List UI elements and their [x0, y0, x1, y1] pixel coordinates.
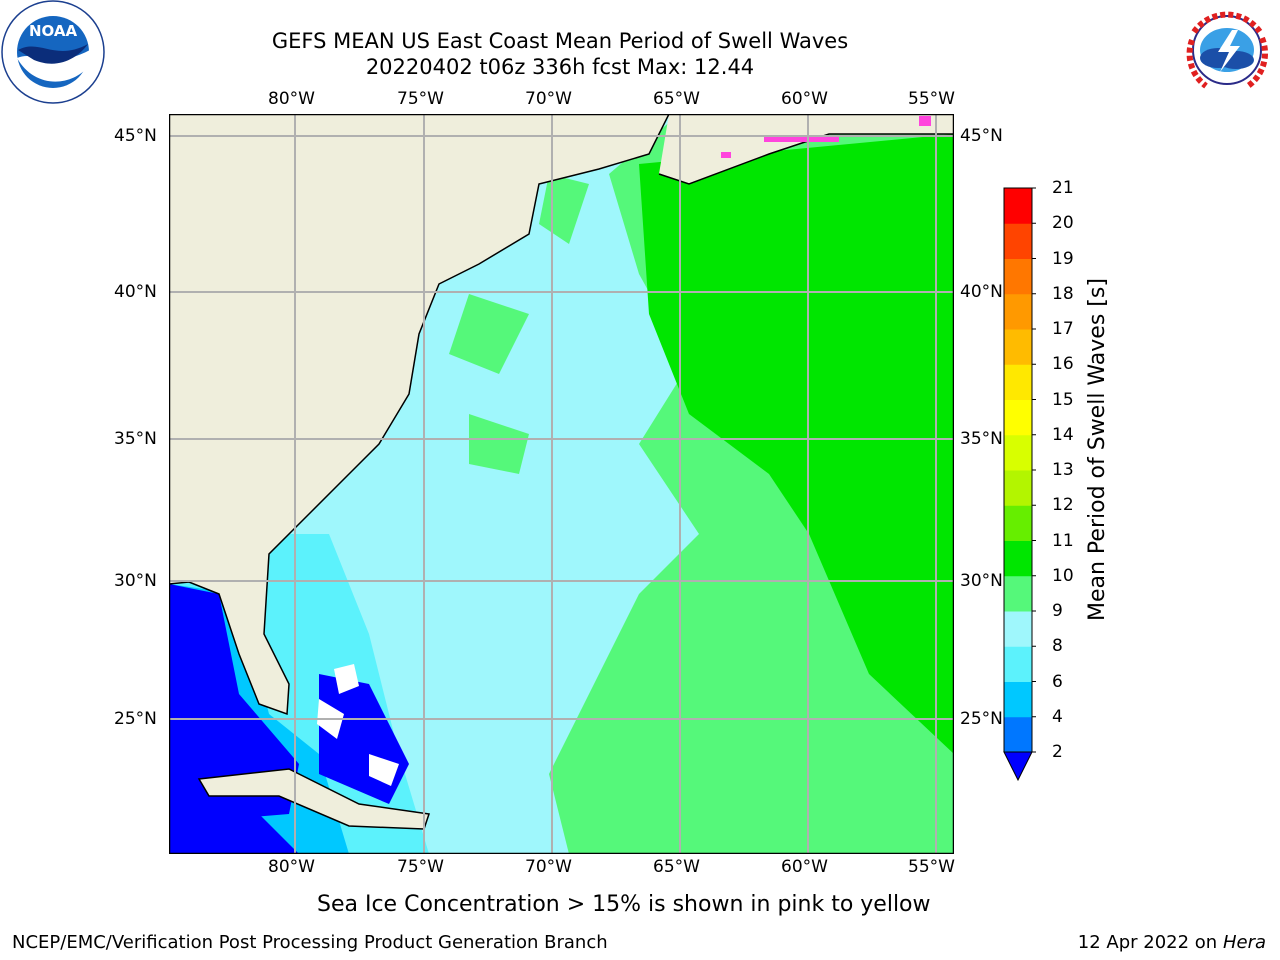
cuba-land — [199, 769, 429, 829]
national-weather-service-logo-icon — [1177, 0, 1277, 100]
lon-label-top-75w: 75°W — [397, 89, 444, 109]
colorbar-bin — [1004, 716, 1032, 753]
lon-label-top-65w: 65°W — [653, 89, 700, 109]
footer-branch: NCEP/EMC/Verification Post Processing Pr… — [12, 932, 608, 953]
map-frame — [169, 114, 954, 854]
lon-label-bottom-75w: 75°W — [397, 857, 444, 877]
colorbar-bin — [1004, 611, 1032, 647]
sea-ice-caption: Sea Ice Concentration > 15% is shown in … — [317, 892, 931, 917]
colorbar-bin — [1004, 505, 1032, 541]
colorbar-bin — [1004, 223, 1032, 259]
lat-label-right-30n: 30°N — [960, 571, 1003, 591]
green-patch-north — [449, 294, 529, 374]
lat-label-left-30n: 30°N — [114, 571, 157, 591]
map-title-line-1: GEFS MEAN US East Coast Mean Period of S… — [271, 29, 849, 53]
colorbar-tick-label: 4 — [1052, 706, 1063, 727]
lon-label-top-80w: 80°W — [268, 89, 315, 109]
colorbar-tick-label: 20 — [1052, 213, 1074, 234]
lat-label-right-40n: 40°N — [960, 282, 1003, 302]
lat-label-right-35n: 35°N — [960, 429, 1003, 449]
colorbar-tick-label: 19 — [1052, 248, 1074, 269]
bahamas-bank-1 — [334, 664, 359, 694]
colorbar-tick-label: 13 — [1052, 460, 1074, 480]
colorbar-bin — [1004, 399, 1032, 436]
map-title-line-2: 20220402 t06z 336h fcst Max: 12.44 — [365, 55, 755, 79]
colorbar-bin — [1004, 681, 1032, 718]
colorbar-bin — [1004, 470, 1032, 506]
colorbar-label: Mean Period of Swell Waves [s] — [1085, 278, 1110, 621]
colorbar-tick-label: 9 — [1052, 601, 1063, 621]
lon-label-bottom-70w: 70°W — [525, 857, 572, 877]
colorbar-bin — [1004, 540, 1032, 577]
period-10-11-region — [639, 134, 954, 754]
colorbar-tick-label: 14 — [1052, 424, 1074, 445]
map-panel — [169, 114, 954, 854]
lat-label-right-25n: 25°N — [960, 709, 1003, 729]
lat-label-left-40n: 40°N — [114, 282, 157, 302]
colorbar-under-triangle — [1003, 751, 1033, 782]
coastline — [169, 114, 670, 716]
footer-date-text: 12 Apr 2022 on — [1077, 932, 1223, 953]
lon-label-top-60w: 60°W — [781, 89, 828, 109]
sea-ice-patch-2 — [919, 116, 931, 126]
lon-label-bottom-80w: 80°W — [268, 857, 315, 877]
lat-label-left-35n: 35°N — [114, 429, 157, 449]
map-gridlines — [169, 114, 954, 854]
maritimes-land — [659, 114, 954, 184]
colorbar-bin — [1004, 188, 1032, 224]
colorbar-tick-label: 16 — [1052, 354, 1074, 375]
footer-date: 12 Apr 2022 on Hera — [1078, 932, 1266, 953]
colorbar-bin — [1004, 434, 1032, 471]
lon-label-bottom-65w: 65°W — [653, 857, 700, 877]
colorbar-bin — [1004, 646, 1032, 682]
lat-label-left-45n: 45°N — [114, 126, 157, 146]
footer-host: Hera — [1222, 932, 1266, 953]
gulf-short-period-region — [169, 584, 299, 824]
colorbar-tick-label: 17 — [1052, 319, 1074, 339]
lon-label-top-55w: 55°W — [908, 89, 955, 109]
colorbar-bin — [1004, 364, 1032, 400]
sea-ice-patch-3 — [721, 152, 731, 158]
lon-label-bottom-60w: 60°W — [781, 857, 828, 877]
colorbar-tick-labels: 2 4 6 8 9 10 11 12 13 14 15 16 17 18 19 20 21 — [1040, 0, 1090, 960]
sea-ice-patch-1 — [764, 136, 839, 142]
noaa-logo-text: NOAA — [29, 22, 78, 40]
colorbar-tick-label: 18 — [1052, 283, 1074, 304]
colorbar-bin — [1004, 329, 1032, 365]
colorbar-tick-label: 15 — [1052, 389, 1074, 410]
colorbar — [1003, 187, 1036, 782]
colorbar-tick-label: 21 — [1052, 178, 1074, 198]
colorbar-tick-label: 12 — [1052, 495, 1074, 516]
colorbar-bin — [1004, 575, 1032, 612]
colorbar-bin — [1004, 293, 1032, 330]
bahamas-bank-3 — [369, 754, 399, 786]
lon-label-bottom-55w: 55°W — [908, 857, 955, 877]
lat-label-left-25n: 25°N — [114, 709, 157, 729]
colorbar-tick-label: 6 — [1052, 671, 1063, 692]
caribbean-short-period-region — [169, 804, 299, 854]
colorbar-bin — [1004, 258, 1032, 295]
noaa-logo-icon: NOAA — [1, 0, 105, 104]
colorbar-tick-label: 11 — [1052, 530, 1074, 551]
colorbar-tick-label: 8 — [1052, 636, 1063, 657]
colorbar-tick-label: 10 — [1052, 565, 1074, 586]
lat-label-right-45n: 45°N — [960, 126, 1003, 146]
colorbar-tick-label: 2 — [1052, 742, 1063, 762]
lon-label-top-70w: 70°W — [525, 89, 572, 109]
green-patch-mid — [469, 414, 529, 474]
